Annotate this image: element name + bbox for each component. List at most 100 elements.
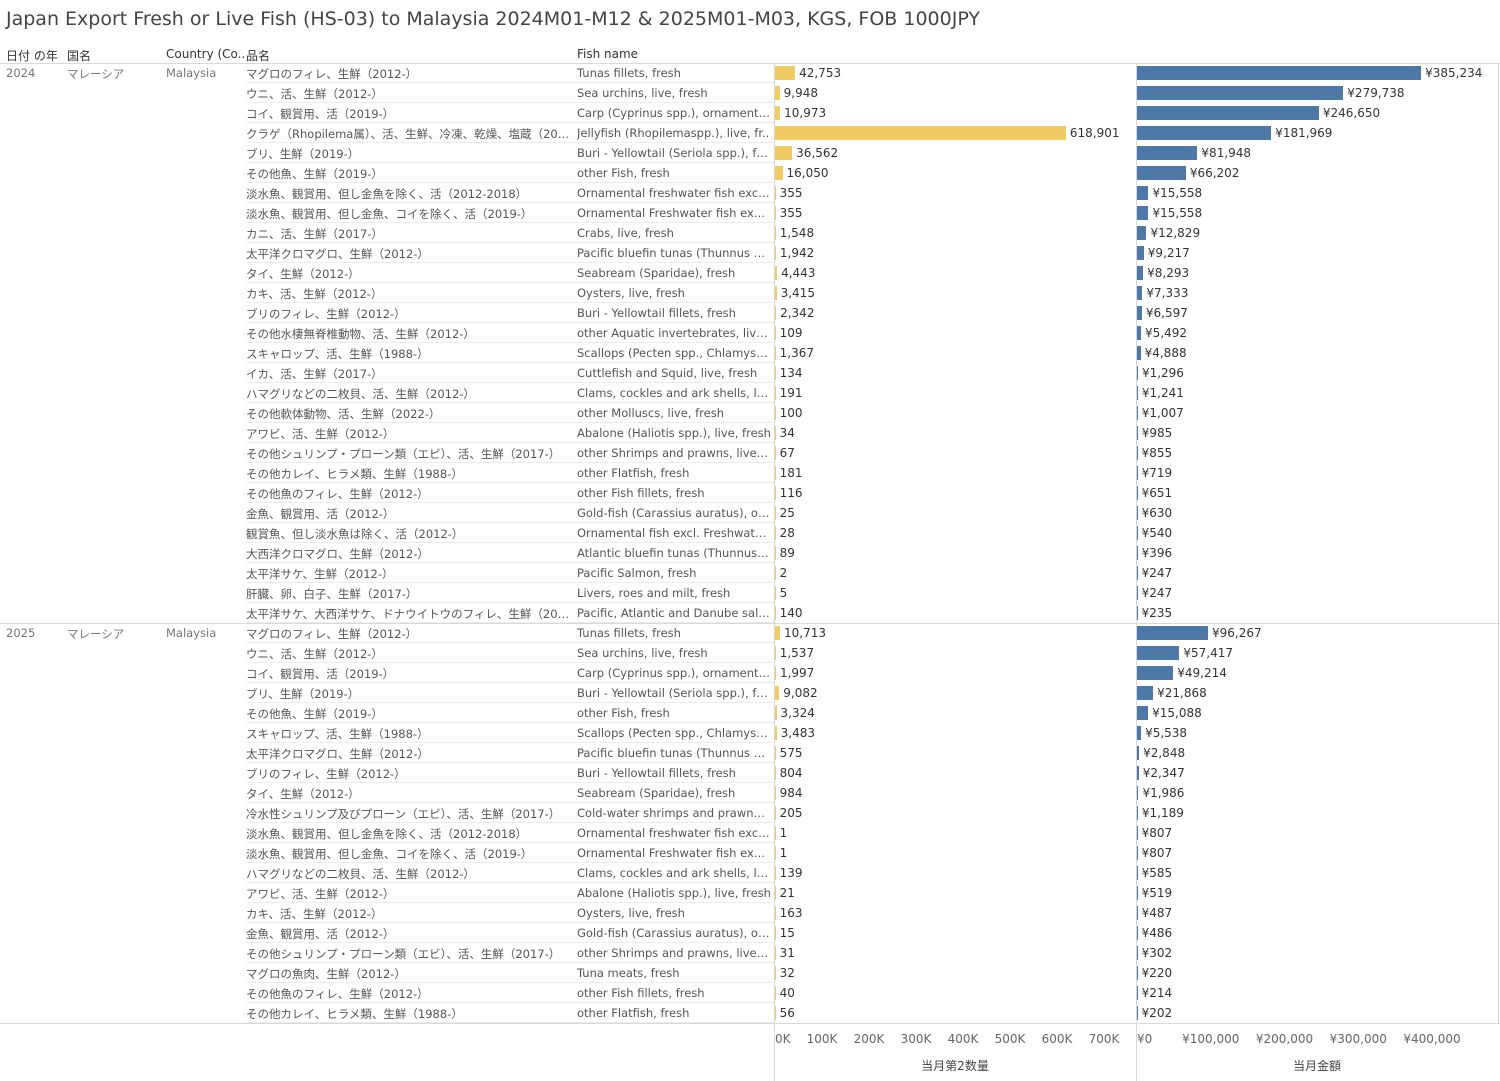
table-row[interactable]: クラゲ（Rhopilema属）、活、生鮮、冷凍、乾燥、塩蔵（2012-.. Jel…: [0, 123, 1500, 143]
quantity-bar[interactable]: [775, 146, 793, 160]
table-row[interactable]: その他軟体動物、活、生鮮（2022-） other Molluscs, live,…: [0, 403, 1500, 423]
header-year[interactable]: 日付 の年: [6, 49, 58, 63]
value-bar[interactable]: [1137, 746, 1140, 760]
value-bar[interactable]: [1137, 386, 1138, 400]
table-row[interactable]: その他カレイ、ヒラメ類、生鮮（1988-） other Flatfish, fre…: [0, 463, 1500, 483]
value-bar[interactable]: [1137, 766, 1139, 780]
value-bar[interactable]: [1137, 146, 1198, 160]
value-bar[interactable]: [1137, 666, 1174, 680]
quantity-bar[interactable]: [775, 886, 776, 900]
quantity-bar[interactable]: [775, 246, 776, 260]
value-bar[interactable]: [1137, 366, 1138, 380]
quantity-bar[interactable]: [775, 206, 776, 220]
table-row[interactable]: ハマグリなどの二枚貝、活、生鮮（2012-） Clams, cockles and…: [0, 383, 1500, 403]
value-bar[interactable]: [1137, 826, 1138, 840]
value-bar[interactable]: [1137, 286, 1143, 300]
value-bar[interactable]: [1137, 586, 1138, 600]
value-bar[interactable]: [1137, 246, 1144, 260]
quantity-bar[interactable]: [775, 806, 776, 820]
table-row[interactable]: その他カレイ、ヒラメ類、生鮮（1988-） other Flatfish, fre…: [0, 1003, 1500, 1023]
quantity-bar[interactable]: [775, 266, 778, 280]
value-bar[interactable]: [1137, 806, 1138, 820]
value-bar[interactable]: [1137, 106, 1319, 120]
quantity-bar[interactable]: [775, 706, 777, 720]
value-bar[interactable]: [1137, 546, 1138, 560]
quantity-bar[interactable]: [775, 866, 776, 880]
table-row[interactable]: カキ、活、生鮮（2012-） Oysters, live, fresh 3,415 ¥…: [0, 283, 1500, 303]
value-bar[interactable]: [1137, 166, 1186, 180]
table-row[interactable]: 太平洋クロマグロ、生鮮（2012-） Pacific bluefin tunas …: [0, 743, 1500, 763]
quantity-bar[interactable]: [775, 326, 776, 340]
quantity-bar[interactable]: [775, 286, 777, 300]
value-bar[interactable]: [1137, 486, 1138, 500]
quantity-bar[interactable]: [775, 906, 776, 920]
value-bar[interactable]: [1137, 226, 1147, 240]
quantity-bar[interactable]: [775, 766, 776, 780]
header-item-jp[interactable]: 品名: [246, 49, 271, 63]
table-row[interactable]: 太平洋クロマグロ、生鮮（2012-） Pacific bluefin tunas …: [0, 243, 1500, 263]
quantity-bar[interactable]: [775, 926, 776, 940]
quantity-bar[interactable]: [775, 186, 776, 200]
value-bar[interactable]: [1137, 646, 1180, 660]
table-row[interactable]: タイ、生鮮（2012-） Seabream (Sparidae), fresh 98…: [0, 783, 1500, 803]
table-row[interactable]: アワビ、活、生鮮（2012-） Abalone (Haliotis spp.), …: [0, 423, 1500, 443]
table-row[interactable]: カキ、活、生鮮（2012-） Oysters, live, fresh 163 ¥48…: [0, 903, 1500, 923]
table-row[interactable]: ブリのフィレ、生鮮（2012-） Buri - Yellowtail fillet…: [0, 303, 1500, 323]
table-row[interactable]: ブリ、生鮮（2019-） Buri - Yellowtail (Seriola s…: [0, 143, 1500, 163]
quantity-bar[interactable]: [775, 106, 781, 120]
value-bar[interactable]: [1137, 686, 1154, 700]
quantity-bar[interactable]: [775, 786, 776, 800]
value-bar[interactable]: [1137, 1006, 1138, 1020]
quantity-bar[interactable]: [775, 506, 776, 520]
table-row[interactable]: 淡水魚、観賞用、但し金魚、コイを除く、活（2019-） Ornamental Fr…: [0, 203, 1500, 223]
table-row[interactable]: タイ、生鮮（2012-） Seabream (Sparidae), fresh 4,…: [0, 263, 1500, 283]
value-bar[interactable]: [1137, 726, 1142, 740]
table-row[interactable]: アワビ、活、生鮮（2012-） Abalone (Haliotis spp.), …: [0, 883, 1500, 903]
value-bar[interactable]: [1137, 786, 1139, 800]
value-bar[interactable]: [1137, 406, 1138, 420]
quantity-bar[interactable]: [775, 86, 780, 100]
table-row[interactable]: その他魚、生鮮（2019-） other Fish, fresh 3,324 ¥15,…: [0, 703, 1500, 723]
table-row[interactable]: 観賞魚、但し淡水魚は除く、活（2012-） Ornamental fish exc…: [0, 523, 1500, 543]
table-row[interactable]: マグロのフィレ、生鮮（2012-） Tunas fillets, fresh 10,…: [0, 623, 1500, 643]
value-bar[interactable]: [1137, 466, 1138, 480]
table-row[interactable]: その他魚のフィレ、生鮮（2012-） other Fish fillets, fr…: [0, 483, 1500, 503]
value-bar[interactable]: [1137, 846, 1138, 860]
value-bar[interactable]: [1137, 626, 1208, 640]
table-row[interactable]: ハマグリなどの二枚貝、活、生鮮（2012-） Clams, cockles and…: [0, 863, 1500, 883]
quantity-bar[interactable]: [775, 406, 776, 420]
value-bar[interactable]: [1137, 966, 1138, 980]
quantity-bar[interactable]: [775, 606, 776, 620]
table-row[interactable]: コイ、観賞用、活（2019-） Carp (Cyprinus spp.), orn…: [0, 663, 1500, 683]
quantity-bar[interactable]: [775, 566, 776, 580]
value-bar[interactable]: [1137, 886, 1138, 900]
table-row[interactable]: コイ、観賞用、活（2019-） Carp (Cyprinus spp.), orn…: [0, 103, 1500, 123]
quantity-bar[interactable]: [775, 826, 776, 840]
value-bar[interactable]: [1137, 306, 1142, 320]
quantity-bar[interactable]: [775, 466, 776, 480]
value-bar[interactable]: [1137, 526, 1138, 540]
header-country-en[interactable]: Country (Co..: [166, 47, 246, 61]
value-bar[interactable]: [1137, 266, 1144, 280]
value-bar[interactable]: [1137, 906, 1138, 920]
header-item-en[interactable]: Fish name: [577, 47, 639, 61]
value-bar[interactable]: [1137, 566, 1138, 580]
quantity-bar[interactable]: [775, 686, 780, 700]
value-bar[interactable]: [1137, 206, 1149, 220]
table-row[interactable]: その他シュリンプ・プローン類（エビ）、活、生鮮（2017-） other Shri…: [0, 443, 1500, 463]
value-bar[interactable]: [1137, 426, 1138, 440]
value-bar[interactable]: [1137, 346, 1141, 360]
quantity-bar[interactable]: [775, 386, 776, 400]
value-bar[interactable]: [1137, 946, 1138, 960]
table-row[interactable]: その他魚のフィレ、生鮮（2012-） other Fish fillets, fr…: [0, 983, 1500, 1003]
quantity-bar[interactable]: [775, 446, 776, 460]
header-country-jp[interactable]: 国名: [67, 49, 92, 63]
quantity-bar[interactable]: [775, 846, 776, 860]
value-bar[interactable]: [1137, 86, 1344, 100]
table-row[interactable]: スキャロップ、活、生鮮（1988-） Scallops (Pecten spp.,…: [0, 723, 1500, 743]
value-bar[interactable]: [1137, 126, 1272, 140]
quantity-bar[interactable]: [775, 426, 776, 440]
value-bar[interactable]: [1137, 186, 1149, 200]
value-bar[interactable]: [1137, 326, 1142, 340]
table-row[interactable]: 金魚、観賞用、活（2012-） Gold-fish (Carassius aura…: [0, 503, 1500, 523]
